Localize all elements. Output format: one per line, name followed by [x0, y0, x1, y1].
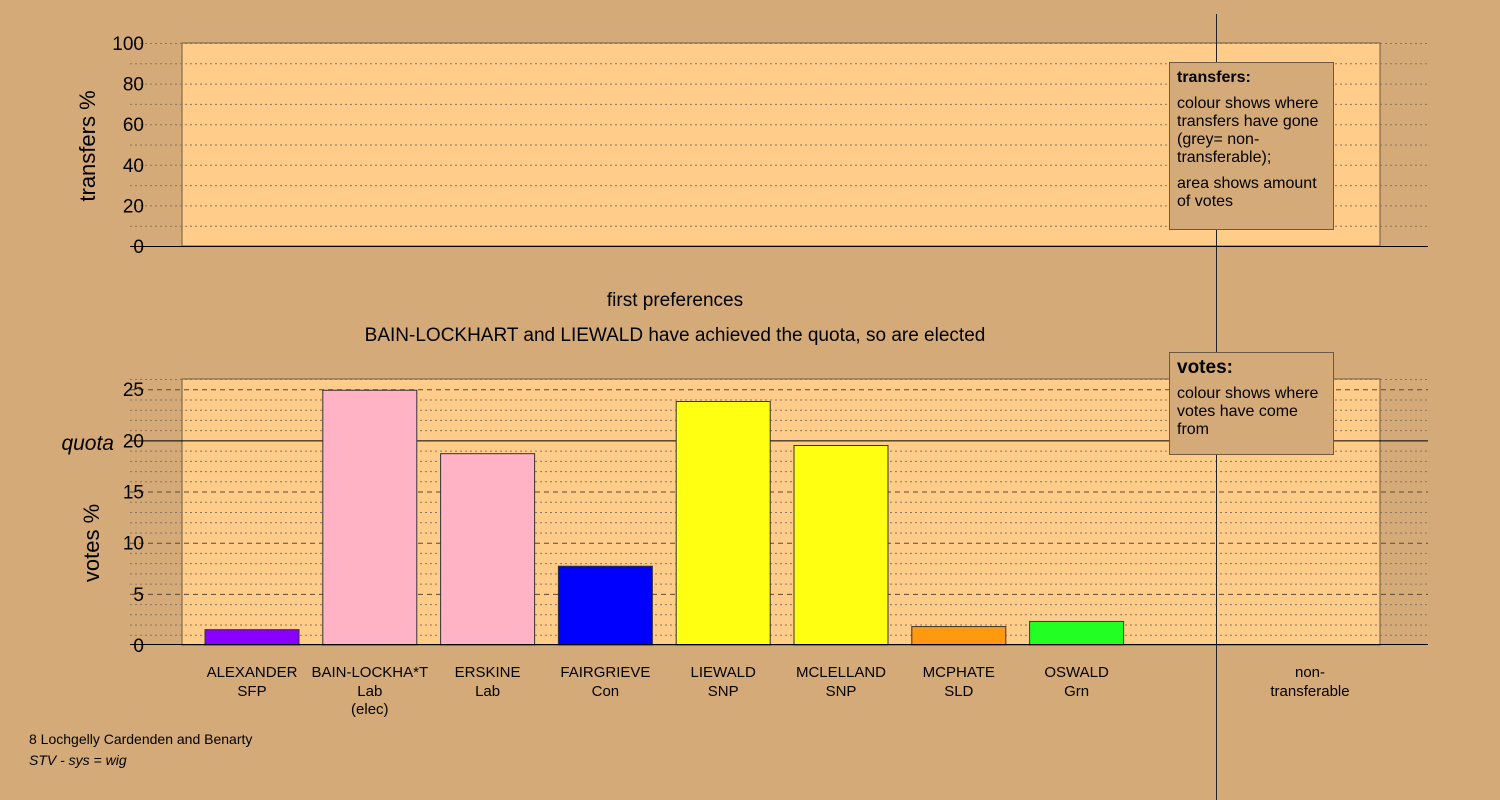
bar [440, 453, 536, 646]
non-transferable-label-1: non- [1295, 664, 1325, 681]
votes-legend-line-1: colour shows where votes have come from [1177, 385, 1319, 438]
transfers-y-ticks: 0 20 40 60 80 100 [112, 34, 144, 258]
bar [204, 629, 300, 646]
bar [1029, 620, 1125, 646]
y-tick-label: 40 [123, 156, 144, 177]
bar [793, 445, 889, 646]
x-label-name: ALEXANDER [207, 664, 298, 681]
chart-subtitle: BAIN-LOCKHART and LIEWALD have achieved … [365, 325, 986, 346]
voting-system: STV - sys = wig [29, 752, 127, 768]
x-label-party: Con [592, 683, 620, 700]
x-label-name: OSWALD [1044, 664, 1109, 681]
x-label-note: (elec) [351, 701, 389, 718]
transfers-legend-title: transfers: [1177, 69, 1251, 86]
quota-label: quota [61, 432, 114, 455]
y-tick-label: 0 [133, 636, 144, 657]
ward-name: 8 Lochgelly Cardenden and Benarty [29, 731, 253, 747]
y-tick-label: 100 [112, 34, 144, 55]
x-label-name: FAIRGRIEVE [560, 664, 650, 681]
votes-legend: votes: colour shows where votes have com… [1169, 352, 1334, 455]
y-tick-label: 10 [123, 534, 144, 555]
y-tick-label: 5 [133, 585, 144, 606]
votes-y-ticks: 0 5 10 15 20 25 [123, 380, 144, 657]
x-label-name: MCPHATE [923, 664, 995, 681]
votes-bars [204, 389, 1125, 646]
transfers-legend-line-1: colour shows where transfers have gone (… [1177, 95, 1319, 166]
x-label-name: LIEWALD [691, 664, 756, 681]
y-tick-label: 25 [123, 380, 144, 401]
bar [911, 626, 1007, 646]
bar [557, 565, 653, 646]
transfers-legend: transfers: colour shows where transfers … [1169, 62, 1334, 230]
votes-legend-title: votes: [1177, 357, 1233, 378]
x-label-name: BAIN-LOCKHA*T [311, 664, 428, 681]
x-label-name: MCLELLAND [796, 664, 886, 681]
non-transferable-label-2: transferable [1270, 683, 1349, 700]
x-label-party: Grn [1064, 683, 1089, 700]
y-tick-label: 80 [123, 75, 144, 96]
x-label-party: SNP [826, 683, 857, 700]
y-tick-label: 20 [123, 431, 144, 452]
bar [675, 401, 771, 646]
transfers-y-axis-label: transfers % [75, 90, 100, 201]
x-label-party: Lab [475, 683, 500, 700]
x-label-party: SFP [237, 683, 266, 700]
y-tick-label: 20 [123, 196, 144, 217]
y-tick-label: 15 [123, 483, 144, 504]
x-label-party: SLD [944, 683, 973, 700]
chart-title: first preferences [607, 290, 743, 311]
x-label-name: ERSKINE [455, 664, 521, 681]
votes-y-axis-label: votes % [79, 504, 104, 582]
votes-x-labels: ALEXANDERSFPBAIN-LOCKHA*TLab(elec)ERSKIN… [207, 664, 1350, 718]
transfers-legend-line-2: area shows amount of votes [1177, 175, 1317, 210]
x-label-party: Lab [357, 683, 382, 700]
bar [322, 389, 418, 646]
x-label-party: SNP [708, 683, 739, 700]
y-tick-label: 0 [133, 237, 144, 258]
y-tick-label: 60 [123, 115, 144, 136]
